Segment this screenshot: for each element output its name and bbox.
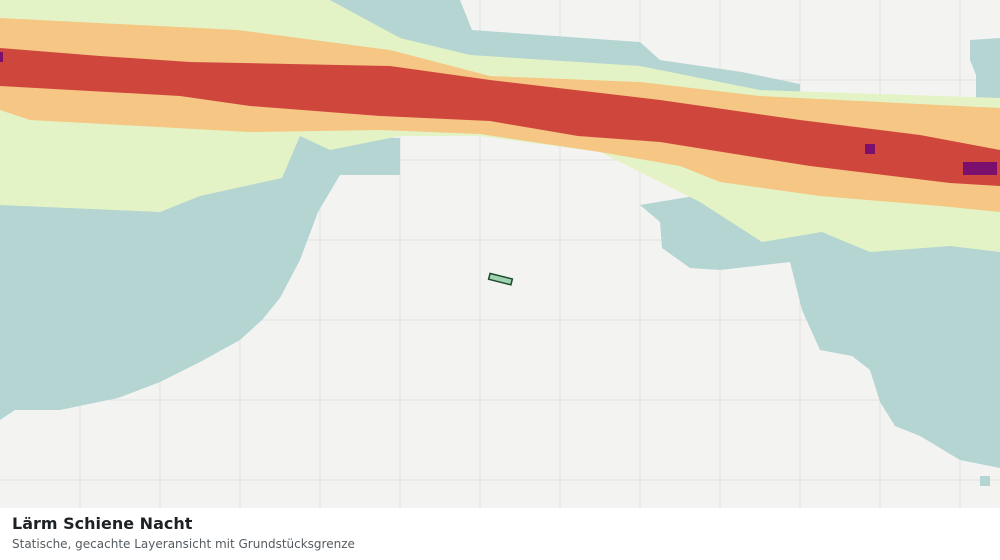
noise-zone-very-high bbox=[0, 48, 1000, 186]
parcel-boundary bbox=[487, 272, 514, 286]
noise-zone-extreme bbox=[0, 52, 997, 175]
map-subtitle: Statische, gecachte Layeransicht mit Gru… bbox=[12, 537, 355, 551]
map-title: Lärm Schiene Nacht bbox=[12, 514, 193, 533]
map bbox=[0, 0, 1000, 508]
footer: Lärm Schiene Nacht Statische, gecachte L… bbox=[0, 508, 1000, 560]
